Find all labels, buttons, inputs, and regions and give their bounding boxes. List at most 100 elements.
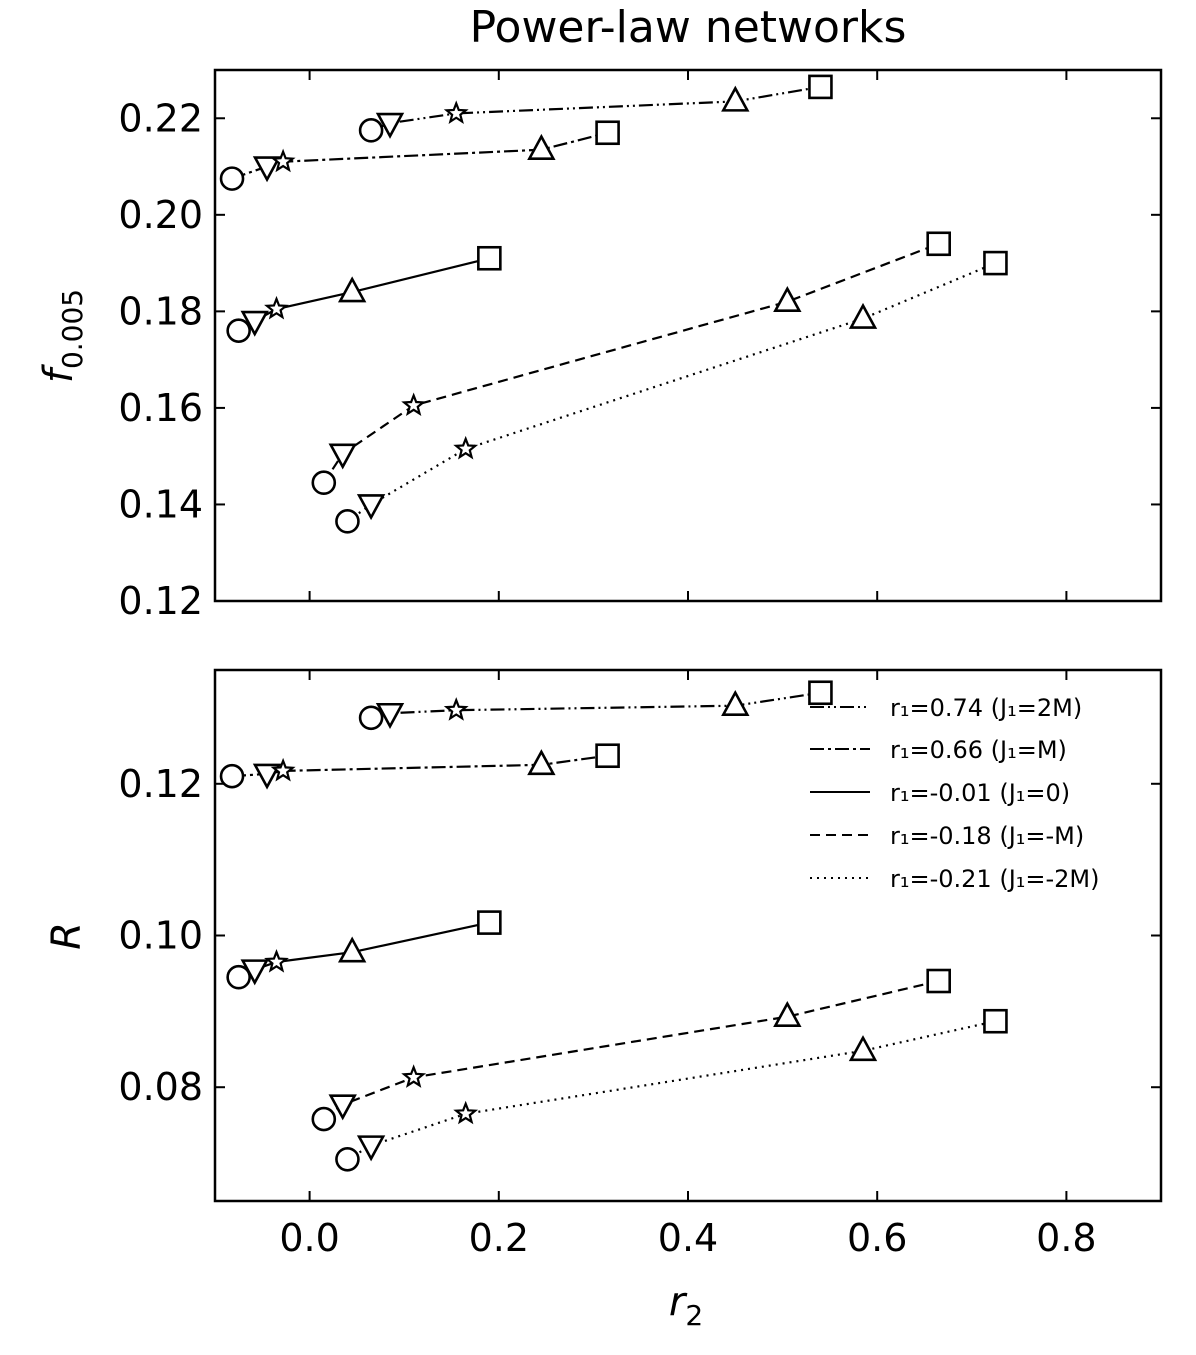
circle-marker [226,318,251,343]
y-tick-label: 0.22 [118,96,203,140]
legend: r₁=0.74 (J₁=2M) r₁=0.66 (J₁=M) r₁=-0.01 … [810,694,1100,893]
circle-marker [335,509,360,534]
series-dashed [311,968,951,1132]
square-marker [983,1008,1008,1034]
x-tick-label: 0.4 [658,1216,718,1260]
series-line [322,242,940,484]
legend-entry: r₁=-0.21 (J₁=-2M) [810,865,1100,893]
triangle-up-marker [527,749,556,776]
circle-marker [358,118,384,143]
y-tick-label: 0.18 [118,289,203,333]
star-marker [443,100,469,125]
triangle-up-marker [773,1000,802,1027]
legend-entry: r₁=0.66 (J₁=M) [810,736,1067,764]
series-line [323,979,939,1120]
x-label-sub: 2 [685,1299,703,1332]
top-series [219,74,1008,534]
series-line [346,262,996,523]
square-marker [477,245,502,271]
bottom-panel: 0.0 0.2 0.4 0.6 0.8 0.08 0.10 0.12 R r2 r₁=0.74… [44,668,1163,1332]
triangle-down-marker [240,959,269,986]
triangle-up-marker [721,689,750,716]
triangle-up-marker [527,133,556,160]
circle-marker [219,166,245,191]
legend-label: r₁=-0.21 (J₁=-2M) [890,865,1100,893]
triangle-down-marker [375,112,405,139]
y-tick-label: 0.12 [118,579,203,623]
star-marker [443,697,469,721]
top-panel: 0.12 0.14 0.16 0.18 0.20 0.22 f0.005 [36,68,1163,623]
square-marker [926,968,951,994]
circle-marker [358,705,384,731]
series-solid [226,245,502,343]
legend-entry: r₁=-0.01 (J₁=0) [810,779,1070,807]
square-marker [595,743,620,769]
triangle-down-marker [356,494,386,521]
square-marker [808,74,833,100]
x-tick-label: 0.6 [847,1216,907,1260]
y-tick-label: 0.14 [118,482,203,526]
bottom-series [219,680,1008,1172]
top-y-axis-label: f0.005 [36,289,89,383]
triangle-down-marker [356,1135,386,1162]
square-marker [983,250,1008,276]
star-marker [453,435,479,460]
y-tick-label: 0.10 [118,914,203,958]
legend-label: r₁=0.74 (J₁=2M) [890,694,1082,722]
star-marker [401,392,427,417]
triangle-down-marker [240,310,269,337]
star-marker [270,757,296,782]
triangle-up-marker [721,85,750,112]
triangle-up-marker [848,302,878,329]
y-tick-label: 0.12 [118,762,203,806]
square-marker [595,120,620,146]
series-dashdot [219,743,620,790]
circle-marker [219,763,245,789]
series-line [370,691,821,719]
legend-entry: r₁=-0.18 (J₁=-M) [810,822,1084,850]
triangle-up-marker [848,1035,878,1062]
series-dotted [335,250,1008,534]
star-marker [264,295,289,320]
x-tick-label: 0.2 [469,1216,529,1260]
legend-entry: r₁=0.74 (J₁=2M) [810,694,1082,722]
series-line [346,1020,996,1161]
legend-label: r₁=-0.01 (J₁=0) [890,779,1070,807]
legend-label: r₁=0.66 (J₁=M) [890,736,1067,764]
square-marker [477,910,502,935]
y-tick-label: 0.08 [118,1065,203,1109]
triangle-down-marker [375,702,405,729]
series-solid [226,910,502,990]
figure-title: Power-law networks [470,2,907,53]
triangle-up-marker [773,285,802,313]
x-label-main: r [669,1279,688,1325]
triangle-down-marker [328,443,357,470]
series-dashdot [219,120,620,191]
square-marker [926,231,951,257]
y-tick-label: 0.20 [118,193,203,237]
bottom-y-axis-label: R [44,922,90,950]
triangle-down-marker [252,156,282,183]
series-line [238,257,490,332]
square-marker [808,680,833,706]
triangle-down-marker [328,1094,357,1121]
star-marker [264,949,289,973]
star-marker [270,148,296,173]
top-y-label-sub: 0.005 [56,289,89,369]
series-dashdotdot [358,74,833,143]
star-marker [453,1100,479,1125]
star-marker [401,1064,427,1088]
bottom-ticks: 0.0 0.2 0.4 0.6 0.8 0.08 0.10 0.12 [118,670,1161,1260]
top-ticks: 0.12 0.14 0.16 0.18 0.20 0.22 [118,70,1161,623]
x-tick-label: 0.0 [279,1216,339,1260]
circle-marker [311,1106,337,1132]
circle-marker [335,1146,360,1172]
series-dotted [335,1008,1008,1172]
circle-marker [226,964,251,990]
x-tick-label: 0.8 [1036,1216,1096,1260]
y-tick-label: 0.16 [118,386,203,430]
series-dashdotdot [358,680,833,731]
triangle-up-marker [337,936,367,963]
series-dashed [311,231,951,496]
circle-marker [311,470,337,496]
